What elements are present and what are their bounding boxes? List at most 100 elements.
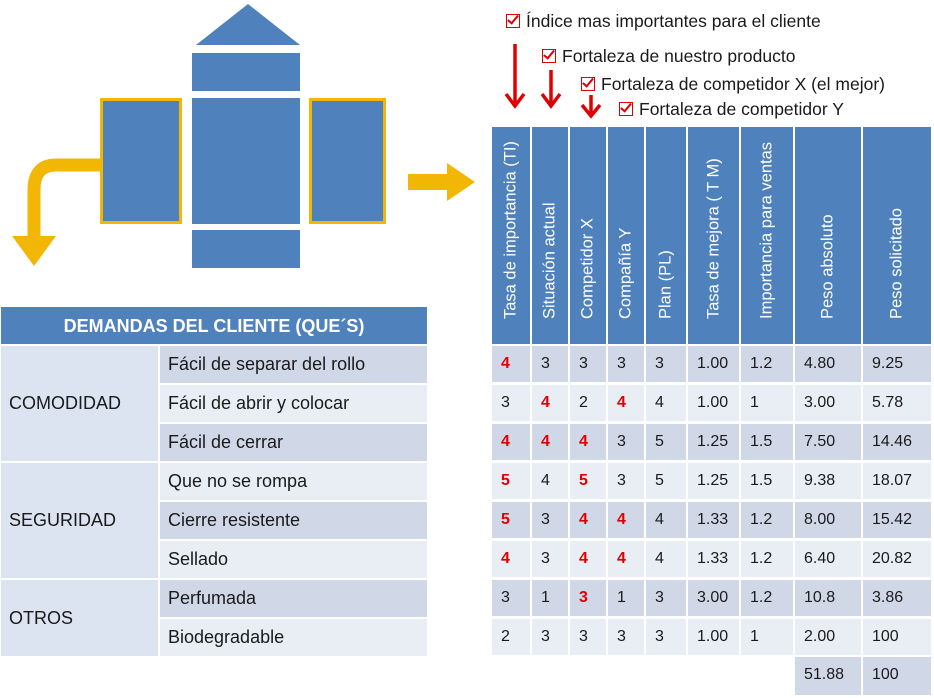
table-cell: 3.00: [795, 385, 861, 421]
column-header: Importancia para ventas: [741, 127, 793, 344]
house-left-room: [100, 98, 182, 224]
house-right-room: [309, 98, 386, 224]
table-cell: 18.07: [863, 463, 931, 499]
table-cell: 4: [608, 502, 644, 538]
house-central-block: [192, 98, 300, 224]
table-cell: 14.46: [863, 424, 931, 460]
legend-competitor-y: Fortaleza de competidor Y: [619, 99, 844, 120]
demands-header: DEMANDAS DEL CLIENTE (QUE´S): [1, 307, 427, 344]
demand-item: Perfumada: [160, 580, 427, 617]
table-cell: 1: [741, 619, 793, 655]
red-down-arrow-icon: [540, 70, 562, 109]
table-cell: 3: [532, 541, 568, 577]
table-cell: 1.33: [688, 502, 739, 538]
table-cell: 3.00: [688, 580, 739, 616]
house-upper-block: [192, 53, 300, 91]
table-cell: 3: [492, 385, 530, 421]
table-cell: 3: [608, 424, 644, 460]
total-cell: 51.88: [795, 657, 861, 695]
demand-item: Que no se rompa: [160, 463, 427, 500]
red-down-arrow-icon: [504, 44, 526, 109]
table-cell: 1: [608, 580, 644, 616]
table-cell: 4: [532, 424, 568, 460]
column-header: Tasa de mejora ( T M): [688, 127, 739, 344]
table-cell: 4: [646, 541, 686, 577]
checkbox-icon: [581, 77, 595, 91]
column-header: Tasa de importancia (TI): [492, 127, 530, 344]
legend-importance: Índice mas importantes para el cliente: [506, 11, 821, 32]
table-cell: 5: [492, 463, 530, 499]
table-cell: 4: [492, 346, 530, 382]
red-down-arrow-icon: [580, 95, 602, 119]
column-header-label: Peso absoluto: [818, 214, 837, 319]
table-cell: 15.42: [863, 502, 931, 538]
curved-down-arrow-icon: [12, 158, 100, 266]
table-cell: 4: [532, 385, 568, 421]
table-cell: 3: [570, 580, 606, 616]
table-cell: 3: [646, 580, 686, 616]
table-cell: 3: [608, 346, 644, 382]
column-header-label: Plan (PL): [656, 250, 675, 319]
demand-item: Fácil de cerrar: [160, 424, 427, 461]
table-cell: 1.2: [741, 346, 793, 382]
column-header-label: Peso solicitado: [887, 208, 906, 319]
table-cell: 1.33: [688, 541, 739, 577]
table-cell: 9.25: [863, 346, 931, 382]
table-cell: 3: [492, 580, 530, 616]
table-cell: 100: [863, 619, 931, 655]
right-arrow-icon: [408, 163, 475, 201]
column-header: Competidor X: [570, 127, 606, 344]
table-cell: 1.2: [741, 541, 793, 577]
column-header-label: Competidor X: [578, 218, 597, 319]
table-cell: 4: [570, 541, 606, 577]
total-cell: 100: [863, 657, 931, 695]
table-cell: 7.50: [795, 424, 861, 460]
table-cell: 1: [532, 580, 568, 616]
table-cell: 4: [608, 385, 644, 421]
table-cell: 5: [492, 502, 530, 538]
column-header: Peso solicitado: [863, 127, 931, 344]
table-cell: 2.00: [795, 619, 861, 655]
table-cell: 4: [646, 502, 686, 538]
table-cell: 1.5: [741, 463, 793, 499]
table-cell: 1.25: [688, 424, 739, 460]
table-cell: 4: [492, 541, 530, 577]
column-header: Situación actual: [532, 127, 568, 344]
column-header-label: Tasa de mejora ( T M): [704, 158, 722, 319]
checkbox-icon: [619, 102, 633, 116]
table-cell: 3.86: [863, 580, 931, 616]
column-header: Plan (PL): [646, 127, 686, 344]
red-arrows: [504, 44, 602, 119]
table-cell: 4: [570, 424, 606, 460]
table-cell: 6.40: [795, 541, 861, 577]
table-cell: 4.80: [795, 346, 861, 382]
column-header-label: Tasa de importancia (TI): [501, 141, 520, 319]
demand-item: Fácil de abrir y colocar: [160, 385, 427, 422]
table-cell: 3: [570, 346, 606, 382]
column-header-label: Compañía Y: [616, 227, 635, 319]
table-cell: 3: [646, 619, 686, 655]
checkbox-icon: [542, 49, 556, 63]
checkbox-icon: [506, 14, 520, 28]
house-roof: [196, 4, 300, 45]
house-lower-block: [192, 230, 300, 268]
demand-item: Cierre resistente: [160, 502, 427, 539]
category-comodidad: COMODIDAD: [1, 346, 158, 461]
table-cell: 1.00: [688, 346, 739, 382]
table-cell: 1: [741, 385, 793, 421]
table-cell: 8.00: [795, 502, 861, 538]
column-header-label: Importancia para ventas: [757, 141, 776, 319]
table-cell: 1.25: [688, 463, 739, 499]
table-cell: 1.2: [741, 580, 793, 616]
table-cell: 3: [532, 619, 568, 655]
demand-item: Biodegradable: [160, 619, 427, 656]
table-cell: 1.00: [688, 385, 739, 421]
table-cell: 20.82: [863, 541, 931, 577]
demand-item: Sellado: [160, 541, 427, 578]
table-cell: 3: [532, 346, 568, 382]
legend-competitor-x: Fortaleza de competidor X (el mejor): [581, 74, 885, 95]
table-cell: 2: [570, 385, 606, 421]
table-cell: 1.00: [688, 619, 739, 655]
table-cell: 9.38: [795, 463, 861, 499]
table-cell: 4: [532, 463, 568, 499]
